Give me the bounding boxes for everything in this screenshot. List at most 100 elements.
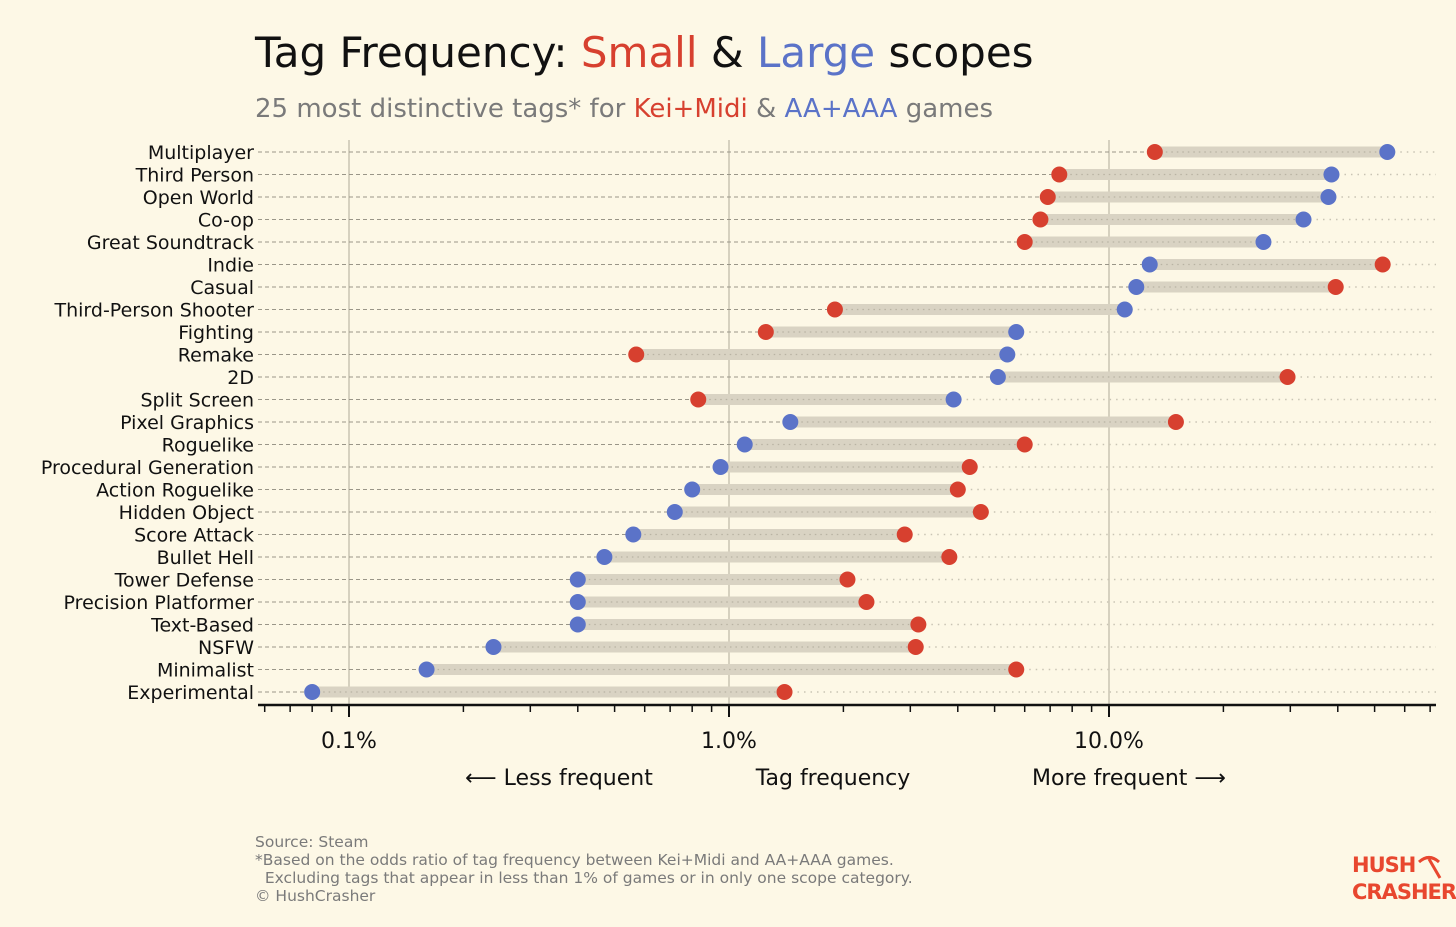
tag-label: Tower Defense [114, 570, 254, 592]
tag-label: Roguelike [162, 435, 254, 457]
large-scope-point [666, 504, 683, 520]
large-scope-point [596, 549, 613, 565]
small-scope-point [907, 639, 924, 655]
pickaxe-icon [1417, 856, 1442, 879]
tag-label: Action Roguelike [96, 480, 254, 502]
large-scope-point [1128, 279, 1145, 295]
x-tick-label: 0.1% [321, 729, 377, 754]
tag-label: Precision Platformer [64, 592, 255, 614]
small-scope-point [896, 526, 913, 543]
large-scope-point [569, 594, 586, 610]
subtitle-prefix: 25 most distinctive tags* for [255, 94, 634, 124]
tag-label: Great Soundtrack [87, 232, 254, 254]
tag-label: Casual [190, 277, 254, 299]
large-scope-point [304, 684, 321, 700]
more-frequent-note: More frequent ⟶ [1032, 766, 1226, 791]
tag-label: Hidden Object [119, 502, 254, 524]
small-scope-point [1327, 279, 1344, 295]
large-scope-point [569, 616, 586, 633]
large-scope-point [485, 639, 502, 655]
tag-label: Procedural Generation [41, 457, 254, 479]
large-scope-point [999, 346, 1016, 363]
footnote-exclusion: Excluding tags that appear in less than … [255, 869, 913, 887]
large-scope-point [1295, 211, 1312, 228]
logo-line-2: CRASHER [1352, 880, 1456, 904]
title-prefix: Tag Frequency: [255, 28, 581, 77]
small-scope-point [776, 684, 793, 700]
tag-label: Score Attack [134, 525, 254, 547]
source-note: Source: Steam [255, 833, 369, 851]
small-scope-point [1051, 166, 1068, 183]
subtitle-small-label: Kei+Midi [633, 94, 748, 124]
large-scope-point [782, 414, 799, 430]
tag-label: 2D [227, 367, 254, 389]
large-scope-point [1141, 256, 1158, 273]
tag-label: Text-Based [150, 615, 254, 637]
tag-label: Third Person [135, 165, 254, 187]
x-axis-label: Tag frequency [755, 766, 911, 791]
tag-label: Remake [178, 345, 254, 367]
subtitle-amp: & [747, 94, 785, 124]
small-scope-point [1279, 369, 1296, 385]
small-scope-point [1374, 256, 1391, 273]
large-scope-point [1255, 234, 1272, 250]
small-scope-point [858, 594, 875, 610]
small-scope-point [972, 504, 989, 520]
x-tick-label: 10.0% [1074, 729, 1144, 754]
small-scope-point [1039, 189, 1056, 205]
large-scope-point [945, 391, 962, 408]
small-scope-point [628, 346, 645, 363]
small-scope-point [839, 571, 856, 588]
tag-label: Split Screen [141, 390, 255, 412]
small-scope-point [1146, 144, 1163, 160]
large-scope-point [736, 436, 753, 453]
chart-subtitle: 25 most distinctive tags* for Kei+Midi &… [255, 94, 993, 124]
less-frequent-note: ⟵ Less frequent [465, 766, 653, 791]
tag-label: Experimental [127, 682, 254, 704]
large-scope-point [569, 571, 586, 588]
footnotes: Source: Steam *Based on the odds ratio o… [255, 833, 913, 905]
small-scope-point [910, 616, 927, 633]
tag-label: Third-Person Shooter [53, 300, 254, 322]
logo-line-1: HUSH [1352, 853, 1416, 877]
large-scope-point [418, 661, 435, 678]
small-scope-point [690, 391, 707, 408]
small-scope-point [1167, 414, 1184, 430]
tag-label: Fighting [178, 322, 254, 344]
small-scope-point [941, 549, 958, 565]
small-scope-point [949, 481, 966, 498]
hushcrasher-logo: HUSH CRASHER [1352, 852, 1456, 910]
tag-label: NSFW [198, 637, 254, 659]
tag-label: Open World [143, 187, 254, 209]
tag-label: Co-op [198, 210, 254, 232]
large-scope-point [989, 369, 1006, 385]
large-scope-point [625, 526, 642, 543]
tag-label: Multiplayer [148, 142, 254, 164]
small-scope-point [1032, 211, 1049, 228]
large-scope-point [712, 459, 729, 475]
small-scope-point [1008, 661, 1025, 678]
large-scope-point [1323, 166, 1340, 183]
subtitle-large-label: AA+AAA [784, 94, 898, 124]
large-scope-point [1379, 144, 1396, 160]
title-suffix: scopes [875, 28, 1034, 77]
large-scope-point [684, 481, 701, 498]
tag-label: Indie [207, 255, 254, 277]
title-amp: & [697, 28, 757, 77]
tag-label: Bullet Hell [157, 547, 254, 569]
small-scope-point [961, 459, 978, 475]
title-small: Small [580, 28, 698, 77]
small-scope-point [757, 324, 774, 340]
chart-title: Tag Frequency: Small & Large scopes [255, 28, 1034, 77]
footnote-odds-ratio: *Based on the odds ratio of tag frequenc… [255, 851, 894, 869]
large-scope-point [1008, 324, 1025, 340]
tag-label: Pixel Graphics [120, 412, 254, 434]
tag-label: Minimalist [157, 660, 254, 682]
small-scope-point [1016, 234, 1033, 250]
copyright-note: © HushCrasher [255, 887, 376, 905]
large-scope-point [1320, 189, 1337, 205]
small-scope-point [826, 301, 843, 318]
x-tick-label: 1.0% [701, 729, 757, 754]
small-scope-point [1016, 436, 1033, 453]
